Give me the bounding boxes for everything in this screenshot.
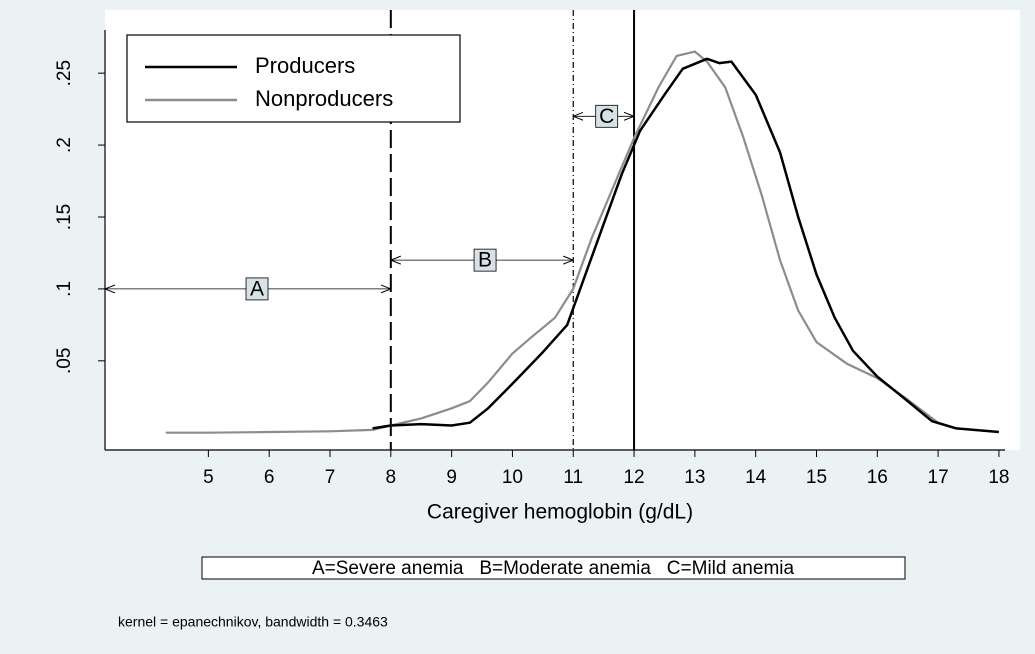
annotation-box xyxy=(245,277,269,301)
x-tick-label: 12 xyxy=(623,467,644,488)
y-tick-label: .05 xyxy=(54,348,75,374)
note: A=Severe anemia B=Moderate anemia C=Mild… xyxy=(312,558,795,579)
legend-label: Nonproducers xyxy=(255,86,393,111)
legend-label: Producers xyxy=(255,53,355,78)
legend-box xyxy=(126,34,461,123)
y-tick-label: .15 xyxy=(54,204,75,230)
y-tick-label: .25 xyxy=(54,60,75,86)
footnote: kernel = epanechnikov, bandwidth = 0.346… xyxy=(118,614,388,630)
x-tick-label: 10 xyxy=(502,467,523,488)
annotation-label: A xyxy=(250,277,264,300)
x-tick-label: 18 xyxy=(988,467,1009,488)
annotation-label: C xyxy=(599,105,614,128)
x-tick-label: 7 xyxy=(325,467,336,488)
x-tick-label: 14 xyxy=(745,467,767,488)
y-tick-label: .1 xyxy=(54,281,75,297)
note-box xyxy=(201,556,906,580)
x-tick-label: 15 xyxy=(806,467,827,488)
annotation-box xyxy=(595,104,619,128)
x-tick-label: 6 xyxy=(264,467,275,488)
x-tick-label: 16 xyxy=(867,467,888,488)
annotation-box xyxy=(473,248,497,272)
x-tick-label: 9 xyxy=(446,467,457,488)
x-tick-label: 17 xyxy=(928,467,949,488)
annotation-label: B xyxy=(478,249,492,272)
y-tick-label: .2 xyxy=(54,137,75,153)
x-tick-label: 8 xyxy=(386,467,397,488)
x-tick-label: 13 xyxy=(684,467,705,488)
series-line xyxy=(372,57,1000,434)
x-tick-label: 11 xyxy=(563,467,583,488)
x-axis-title: Caregiver hemoglobin (g/dL) xyxy=(427,501,693,524)
x-tick-label: 5 xyxy=(203,467,214,488)
